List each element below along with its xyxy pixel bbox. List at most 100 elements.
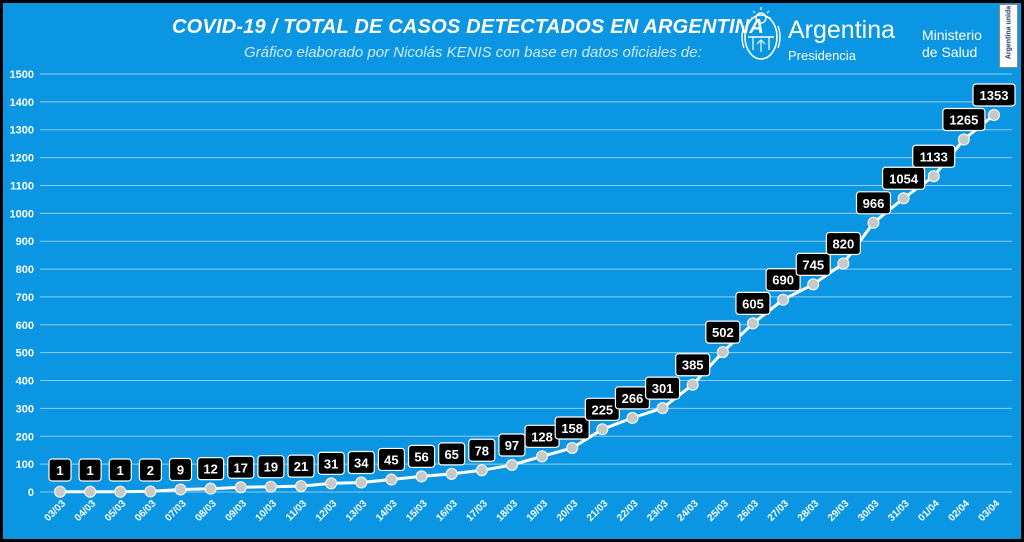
- data-label-box: [765, 268, 801, 292]
- data-point: [626, 411, 639, 424]
- y-tick-label: 700: [16, 292, 34, 304]
- data-label-text: 17: [234, 460, 248, 475]
- data-point: [566, 441, 579, 454]
- y-tick-label: 1100: [10, 180, 34, 192]
- data-point: [536, 450, 549, 463]
- data-point: [656, 402, 669, 415]
- data-label-text: 502: [712, 325, 734, 340]
- argentina-unida-badge: Argentina unida: [999, 4, 1018, 68]
- x-tick-label: 20/03: [555, 498, 581, 524]
- data-label-text: 1265: [949, 112, 978, 127]
- data-label-text: 301: [652, 381, 674, 396]
- data-label: 31: [317, 451, 345, 475]
- series-markers: [54, 108, 1000, 498]
- data-label: 21: [287, 454, 315, 478]
- y-tick-label: 0: [28, 487, 34, 499]
- y-tick-label: 1300: [10, 125, 34, 137]
- x-tick-label: 24/03: [675, 498, 701, 524]
- x-tick-label: 21/03: [585, 498, 611, 524]
- data-point: [174, 483, 187, 496]
- data-label-text: 12: [203, 462, 217, 477]
- data-label: 158: [554, 416, 590, 440]
- y-axis-ticks: 0 100 200 300 400 500 600 700 800 900 1000 1100 1200…: [10, 69, 34, 499]
- data-label-text: 1133: [920, 149, 948, 164]
- x-tick-label: 27/03: [766, 498, 792, 524]
- data-label: 1054: [882, 166, 926, 190]
- data-label-text: 34: [354, 456, 369, 471]
- data-label: 17: [227, 455, 255, 479]
- data-point: [988, 108, 1000, 121]
- data-label-box: [108, 458, 132, 482]
- x-tick-label: 07/03: [163, 498, 189, 524]
- data-label-text: 21: [294, 459, 308, 474]
- data-point: [686, 378, 699, 391]
- y-tick-label: 200: [16, 431, 34, 443]
- data-label: 266: [614, 386, 651, 410]
- data-label: 1353: [972, 83, 1016, 107]
- x-tick-label: 28/03: [796, 498, 822, 524]
- data-label: 19: [257, 455, 285, 479]
- data-label-box: [855, 191, 892, 215]
- data-point: [596, 423, 609, 436]
- data-label-text: 45: [384, 452, 398, 467]
- x-tick-label: 22/03: [615, 498, 641, 524]
- data-point: [415, 470, 428, 483]
- data-point: [325, 477, 338, 490]
- y-tick-label: 500: [16, 348, 34, 360]
- data-label-text: 56: [414, 449, 428, 464]
- data-label: 97: [498, 433, 526, 457]
- ministerio-de-salud-logo: Ministerio de Salud: [922, 27, 982, 61]
- x-tick-label: 10/03: [254, 498, 280, 524]
- y-tick-label: 900: [16, 236, 34, 248]
- data-point: [84, 485, 97, 498]
- data-label-box: [257, 455, 285, 479]
- data-point: [837, 257, 850, 270]
- data-label-text: 266: [622, 391, 644, 406]
- data-point: [234, 481, 247, 494]
- data-label: 385: [675, 353, 711, 377]
- data-label-box: [825, 231, 861, 256]
- data-label-text: 605: [742, 296, 764, 311]
- data-label-text: 225: [591, 402, 613, 417]
- data-label-box: [227, 455, 255, 479]
- data-label-box: [407, 444, 436, 468]
- data-point: [897, 192, 910, 205]
- data-label-box: [912, 144, 956, 168]
- x-tick-label: 03/03: [43, 498, 69, 524]
- data-point: [807, 278, 820, 291]
- data-label: 34: [347, 450, 375, 475]
- data-point: [505, 458, 518, 471]
- data-label-box: [78, 458, 102, 482]
- data-label-text: 966: [863, 196, 885, 211]
- x-tick-label: 02/04: [947, 498, 973, 524]
- data-point: [144, 485, 157, 498]
- x-tick-label: 04/03: [73, 498, 99, 524]
- x-tick-label: 08/03: [193, 498, 219, 524]
- data-label-box: [675, 353, 711, 377]
- data-label-text: 745: [802, 257, 824, 272]
- data-label: 1265: [942, 107, 986, 132]
- data-label-text: 2: [147, 463, 154, 478]
- data-label: 605: [735, 291, 771, 316]
- data-point: [957, 133, 970, 146]
- data-label-text: 97: [505, 438, 519, 453]
- y-tick-label: 400: [16, 376, 34, 388]
- y-tick-label: 600: [16, 320, 34, 332]
- data-point: [54, 485, 66, 498]
- data-label-box: [48, 458, 72, 482]
- data-label-text: 1: [56, 463, 63, 478]
- data-label-box: [644, 376, 681, 400]
- data-labels: 1 1 1 2 9 12 17 19 21 31 34 45 56 65 78 971281582252663…: [48, 83, 1016, 482]
- data-label-box: [795, 252, 831, 276]
- data-label-box: [347, 450, 375, 475]
- data-label: 966: [855, 191, 892, 215]
- presidencia-logo-text: Presidencia: [788, 48, 856, 63]
- data-label: 45: [377, 447, 406, 472]
- data-label-text: 385: [682, 358, 704, 373]
- x-tick-label: 15/03: [404, 498, 430, 524]
- data-label: 78: [468, 438, 496, 462]
- data-label-box: [438, 442, 466, 466]
- y-tick-label: 300: [16, 403, 34, 415]
- data-label-box: [168, 457, 193, 482]
- data-label-box: [972, 83, 1016, 107]
